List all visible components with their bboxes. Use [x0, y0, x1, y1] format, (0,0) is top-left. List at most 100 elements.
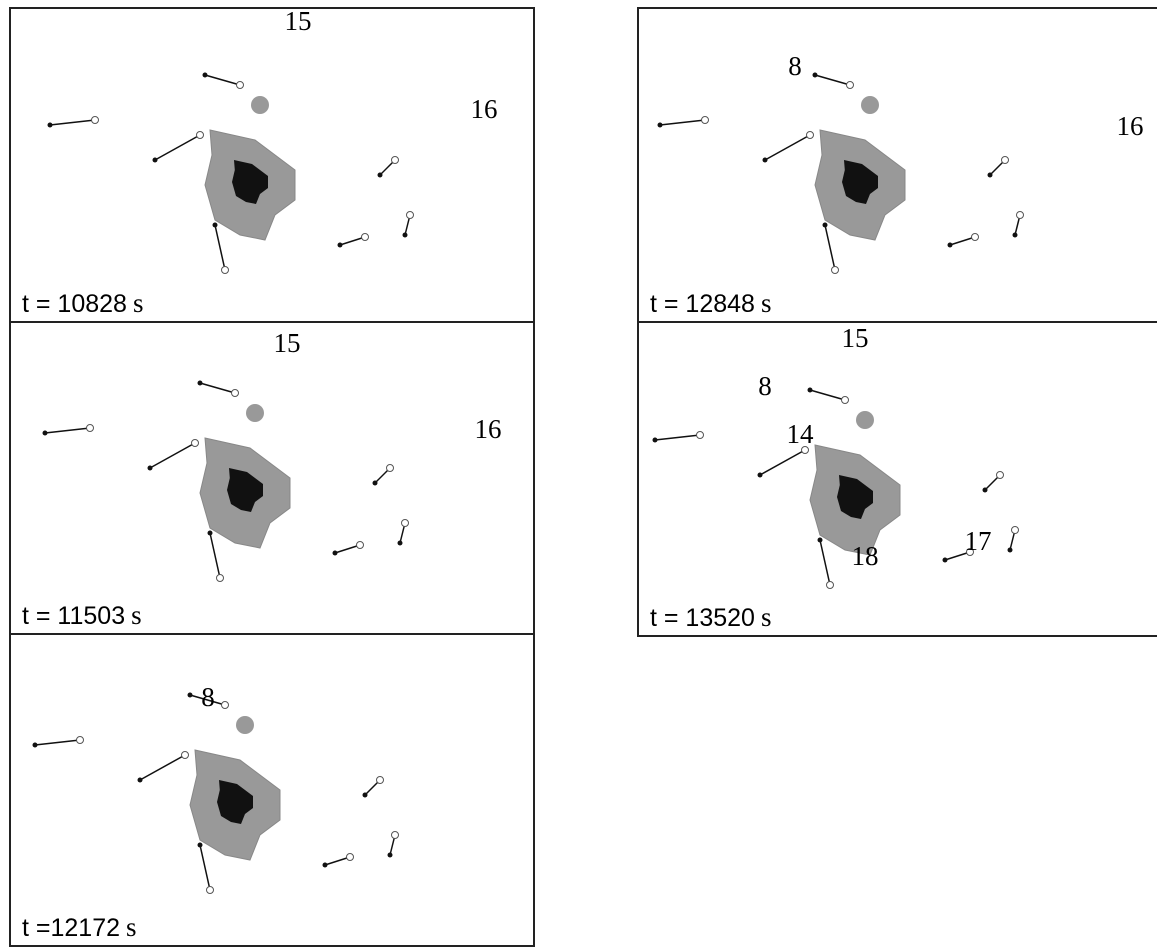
start-dot: [202, 72, 208, 78]
start-dot: [817, 537, 823, 543]
cloud-core: [227, 468, 263, 512]
end-ring: [386, 464, 394, 472]
start-dot: [377, 172, 383, 178]
start-dot: [387, 852, 393, 858]
start-dot: [362, 792, 368, 798]
object-label: 8: [758, 371, 772, 401]
object-label: 15: [274, 328, 301, 358]
trajectory: [339, 236, 366, 246]
trajectory: [824, 224, 836, 271]
end-ring: [826, 581, 834, 589]
object-label: 16: [475, 414, 502, 444]
trajectory: [654, 434, 701, 441]
trajectory: [44, 427, 91, 434]
time-value: t = 10828: [22, 290, 127, 318]
trajectory: [204, 74, 241, 86]
clump: [236, 716, 254, 734]
start-dot: [947, 242, 953, 248]
start-dot: [982, 487, 988, 493]
time-label: t =12172 s: [22, 912, 137, 942]
time-unit: s: [133, 288, 144, 318]
object-label: 16: [1117, 111, 1144, 141]
start-dot: [337, 242, 343, 248]
object-label: 14: [787, 419, 815, 449]
start-dot: [757, 472, 763, 478]
start-dot: [762, 157, 768, 163]
end-ring: [361, 233, 369, 241]
trajectory: [199, 382, 236, 394]
end-ring: [181, 751, 189, 759]
time-label: t = 13520 s: [650, 602, 771, 632]
end-ring: [1001, 156, 1009, 164]
start-dot: [187, 692, 193, 698]
panel: 15 16 t = 10828 s: [9, 6, 535, 323]
end-ring: [841, 396, 849, 404]
object-label: 16: [471, 94, 498, 124]
start-dot: [47, 122, 53, 128]
start-dot: [372, 480, 378, 486]
end-ring: [76, 736, 84, 744]
start-dot: [987, 172, 993, 178]
start-dot: [807, 387, 813, 393]
clump: [861, 96, 879, 114]
end-ring: [806, 131, 814, 139]
end-ring: [356, 541, 364, 549]
start-dot: [137, 777, 143, 783]
end-ring: [196, 131, 204, 139]
end-ring: [91, 116, 99, 124]
trajectory: [764, 134, 811, 161]
trajectory: [209, 532, 221, 579]
end-ring: [346, 853, 354, 861]
start-dot: [1012, 232, 1018, 238]
time-value: t = 13520: [650, 604, 755, 632]
trajectory: [214, 224, 226, 271]
clump: [251, 96, 269, 114]
end-ring: [831, 266, 839, 274]
trajectory: [189, 694, 226, 706]
trajectory: [139, 754, 186, 781]
panel-frame: [637, 321, 1157, 637]
end-ring: [216, 574, 224, 582]
trajectory: [149, 442, 196, 469]
trajectory: [199, 844, 211, 891]
start-dot: [822, 222, 828, 228]
start-dot: [207, 530, 213, 536]
time-value: t = 11503: [22, 602, 125, 630]
end-ring: [221, 266, 229, 274]
panel: 8 t =12172 s: [9, 633, 535, 947]
start-dot: [812, 72, 818, 78]
clump: [246, 404, 264, 422]
end-ring: [376, 776, 384, 784]
end-ring: [221, 701, 229, 709]
end-ring: [391, 156, 399, 164]
start-dot: [397, 540, 403, 546]
end-ring: [236, 81, 244, 89]
trajectory: [49, 119, 96, 126]
end-ring: [966, 548, 974, 556]
trajectory: [809, 389, 846, 401]
end-ring: [1016, 211, 1024, 219]
time-value: t =12172: [22, 914, 120, 942]
end-ring: [191, 439, 199, 447]
trajectory: [949, 236, 976, 246]
time-unit: s: [126, 912, 137, 942]
object-label: 8: [201, 682, 215, 712]
trajectory: [659, 119, 706, 126]
time-label: t = 11503 s: [22, 600, 142, 630]
clump: [856, 411, 874, 429]
start-dot: [32, 742, 38, 748]
end-ring: [406, 211, 414, 219]
object-label: 18: [852, 541, 879, 571]
end-ring: [86, 424, 94, 432]
time-value: t = 12848: [650, 290, 755, 318]
end-ring: [996, 471, 1004, 479]
cloud-core: [232, 160, 268, 204]
start-dot: [42, 430, 48, 436]
trajectory: [819, 539, 831, 586]
start-dot: [402, 232, 408, 238]
start-dot: [332, 550, 338, 556]
time-label: t = 12848 s: [650, 288, 771, 318]
end-ring: [206, 886, 214, 894]
start-dot: [657, 122, 663, 128]
